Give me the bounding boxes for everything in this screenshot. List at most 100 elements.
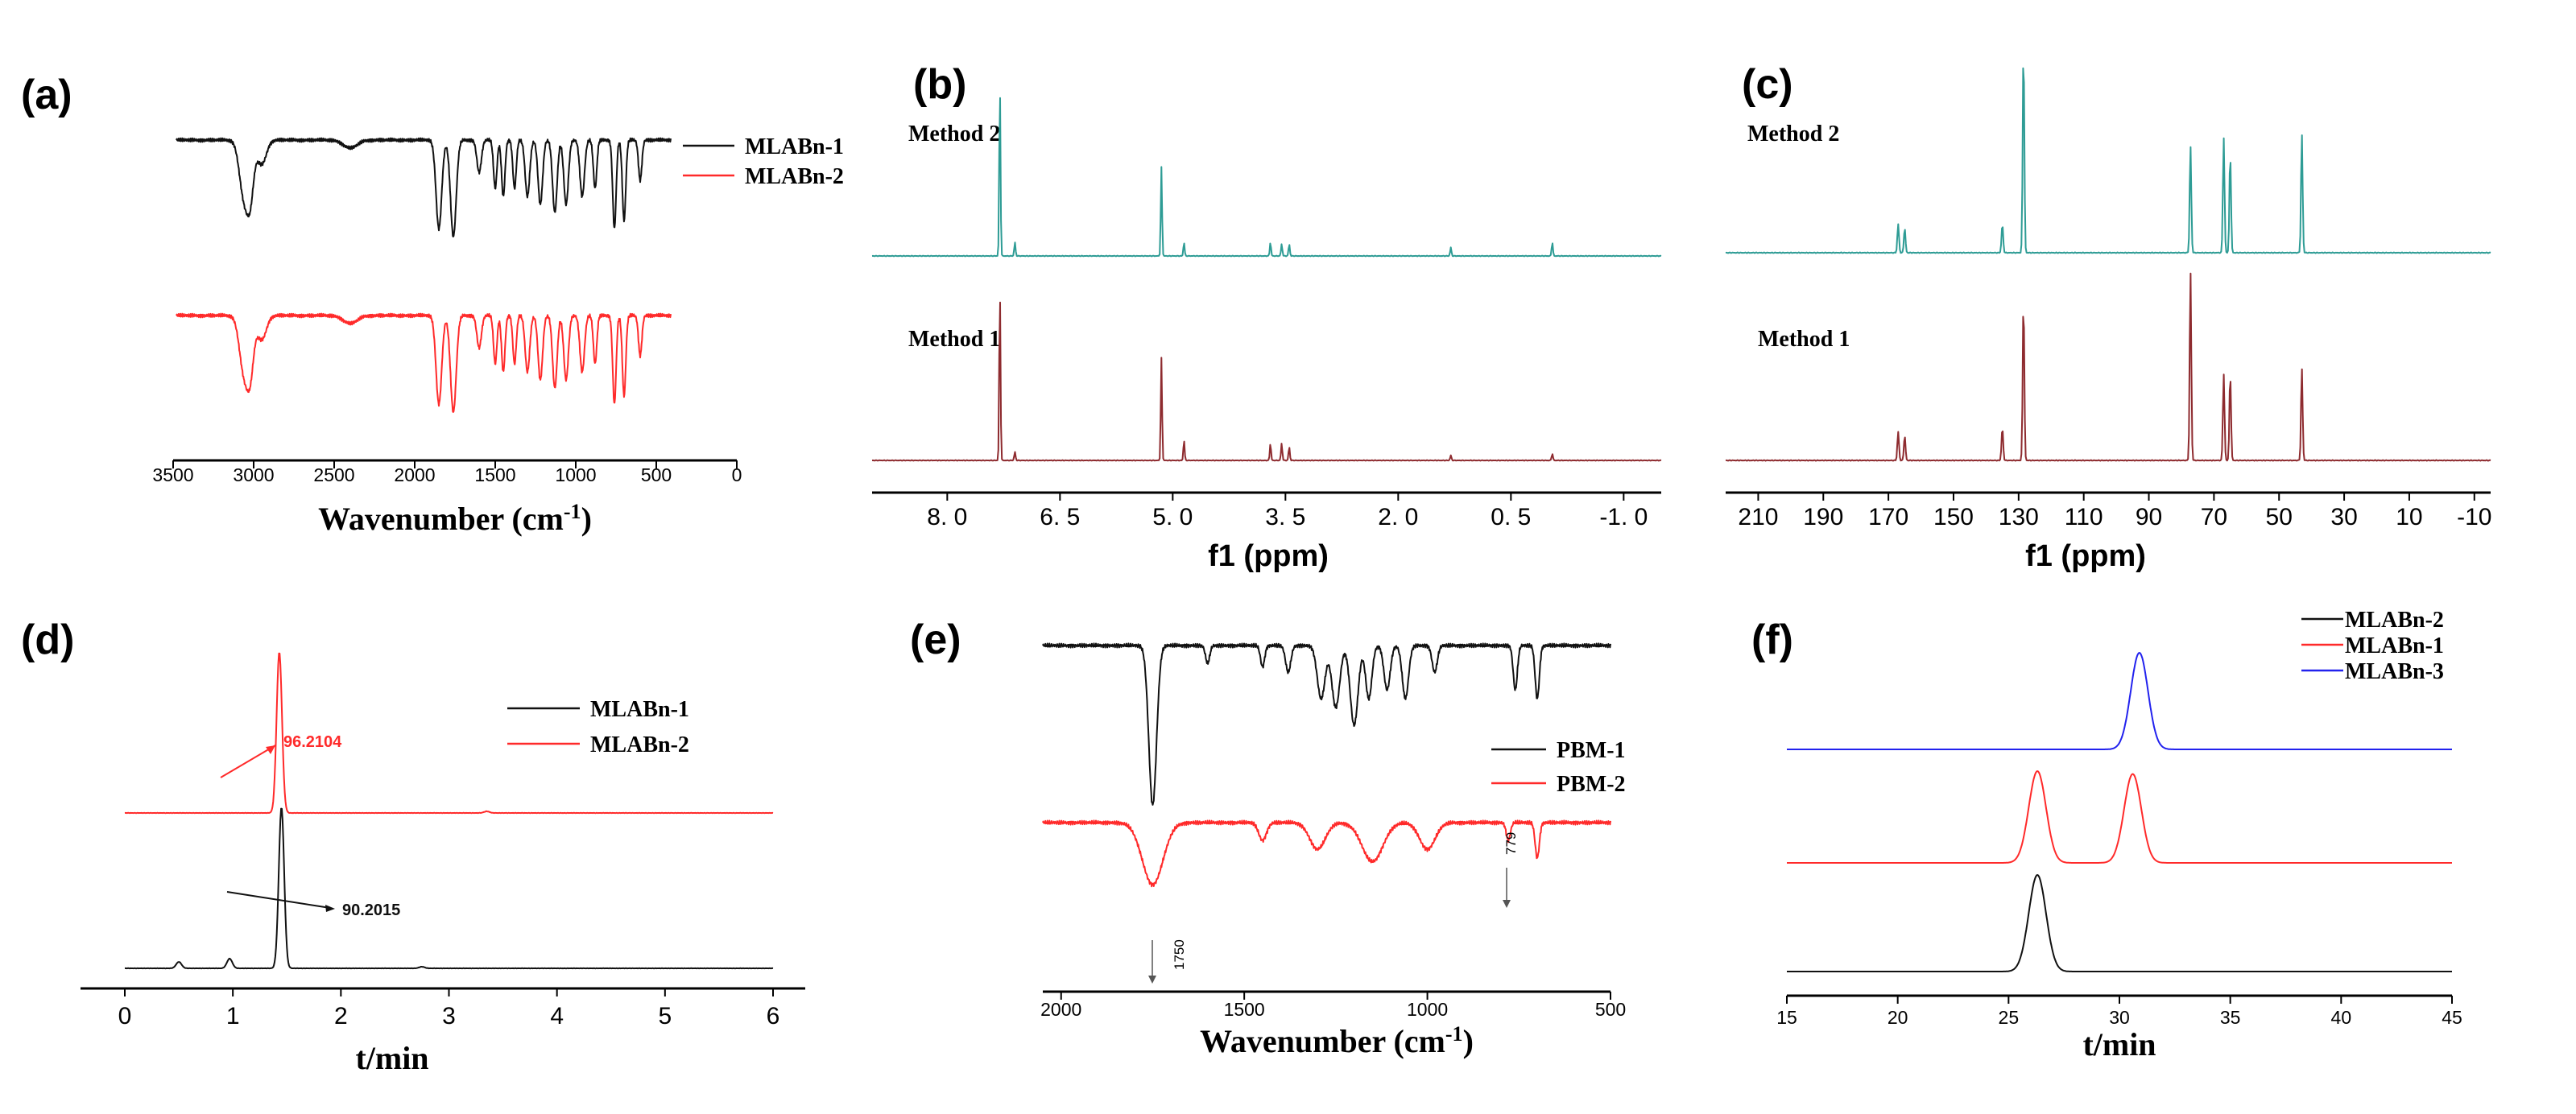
panel-letter: (a) [21,72,72,118]
x-tick-label: 110 [2065,504,2103,530]
x-tick-label: 5 [658,1003,672,1029]
annotation-label: 1750 [1172,939,1187,970]
x-tick-label: 3 [442,1003,456,1029]
x-tick-label: 210 [1738,504,1778,530]
x-tick-label: 0 [732,464,742,485]
plot-area [1042,642,1611,888]
series-line-mlabn-3 [1786,652,2453,750]
x-tick-label: 3000 [233,464,274,485]
x-tick-label: 4 [550,1003,564,1029]
x-tick-label: 25 [1999,1007,2020,1028]
x-axis-title: Wavenumber (cm-1) [1200,1022,1474,1059]
x-tick-label: 2000 [394,464,435,485]
legend-label: MLABn-1 [590,697,689,722]
annotation-779: 779 [1503,832,1519,908]
series-label: Method 1 [1758,327,1850,352]
x-tick-label: 3500 [152,464,193,485]
series-line-mlabn-2 [176,312,672,413]
panel-d: (d) 0 1 2 3 4 5 6 t/min 96.2104 90.2015 MLABn-… [21,617,805,1076]
x-tick-label: -1. 0 [1599,504,1648,530]
annotation-label: 90.2015 [342,902,400,919]
x-tick-label: 30 [2109,1007,2130,1028]
series-line-mlabn-1 [124,807,774,970]
panel-letter: (c) [1742,61,1793,108]
arrow-head-icon [266,745,275,754]
x-axis-title: f1 (ppm) [2025,539,2146,573]
x-tick-label: 3. 5 [1265,504,1305,530]
plot-area [871,97,1662,462]
x-tick-label: 500 [641,464,672,485]
x-tick-label: 170 [1868,504,1908,530]
x-ticks: 2000 1500 1000 500 [1040,992,1626,1020]
x-tick-label: 1000 [1407,999,1448,1020]
legend: MLABn-1 MLABn-2 [507,697,689,757]
series-line-method-1 [1725,272,2491,462]
x-tick-label: 2 [334,1003,348,1029]
legend-label: MLABn-1 [2345,633,2444,658]
series-line-method-1 [871,301,1662,462]
legend-label: MLABn-2 [745,164,844,189]
x-tick-label: 40 [2331,1007,2352,1028]
legend-label: MLABn-2 [590,732,689,757]
annotation-90: 90.2015 [226,891,400,919]
series-label: Method 2 [1747,122,1839,146]
x-axis-title: t/min [2082,1026,2156,1062]
legend: MLABn-1 MLABn-2 [683,134,844,189]
x-tick-label: 150 [1933,504,1974,530]
legend: PBM-1 PBM-2 [1491,738,1626,797]
legend: MLABn-2 MLABn-1 MLABn-3 [2301,608,2444,684]
x-tick-label: 15 [1776,1007,1797,1028]
plot-area [1786,652,2453,972]
panel-a: (a) 3500 3000 2500 2000 1500 1000 500 0 Wavenum… [21,72,844,537]
legend-label: MLABn-2 [2345,608,2444,633]
x-axis-title: Wavenumber (cm-1) [318,500,592,537]
panel-letter: (d) [21,617,74,663]
legend-label: PBM-1 [1557,738,1626,763]
panel-letter: (f) [1751,617,1793,663]
plot-area [1725,67,2491,462]
x-tick-label: 190 [1803,504,1843,530]
series-line-pbm-2 [1042,819,1611,888]
x-axis-title: t/min [355,1040,428,1076]
x-tick-label: 500 [1595,999,1626,1020]
x-tick-label: 35 [2220,1007,2241,1028]
x-tick-label: 2500 [313,464,354,485]
panel-c: (c) Method 2 Method 1 210 190 170 150 130 110… [1725,61,2491,573]
plot-area [176,137,672,413]
annotation-arrow [226,891,331,909]
series-line-mlabn-1 [176,137,672,237]
panel-e: (e) 2000 1500 1000 500 Wavenumber (cm-1) 17… [910,617,1626,1059]
series-line-mlabn-2 [1786,874,2453,972]
arrow-head-icon [1503,900,1511,908]
x-tick-label: 8. 0 [927,504,967,530]
annotation-label: 96.2104 [283,733,342,751]
x-ticks: 8. 0 6. 5 5. 0 3. 5 2. 0 0. 5 -1. 0 [927,493,1648,530]
x-ticks: 15 20 25 30 35 40 45 [1776,996,2462,1028]
legend-label: MLABn-1 [745,134,844,159]
x-tick-label: 1000 [555,464,596,485]
x-ticks: 3500 3000 2500 2000 1500 1000 500 0 [152,460,742,485]
plot-area [124,652,774,970]
panel-f: (f) 15 20 25 30 35 40 45 t/min MLABn-2 MLABn-1… [1751,608,2462,1062]
x-tick-label: 1500 [1224,999,1265,1020]
series-line-method-2 [871,97,1662,258]
x-tick-label: 0 [118,1003,132,1029]
x-tick-label: 6. 5 [1040,504,1080,530]
x-ticks: 0 1 2 3 4 5 6 [118,988,780,1029]
series-line-method-2 [1725,67,2491,254]
x-tick-label: 6 [767,1003,780,1029]
annotation-label: 779 [1503,832,1519,855]
x-tick-label: 70 [2201,504,2227,530]
x-axis-title: f1 (ppm) [1208,539,1329,573]
series-label: Method 2 [908,122,1000,146]
series-line-mlabn-1 [1786,770,2453,864]
x-tick-label: 1 [226,1003,240,1029]
x-tick-label: -10 [2457,504,2491,530]
x-tick-label: 0. 5 [1491,504,1531,530]
arrow-head-icon [325,905,335,912]
x-ticks: 210 190 170 150 130 110 90 70 50 30 10 -10 [1738,493,2491,530]
series-label: Method 1 [908,327,1000,352]
legend-label: MLABn-3 [2345,659,2444,684]
x-tick-label: 5. 0 [1152,504,1193,530]
